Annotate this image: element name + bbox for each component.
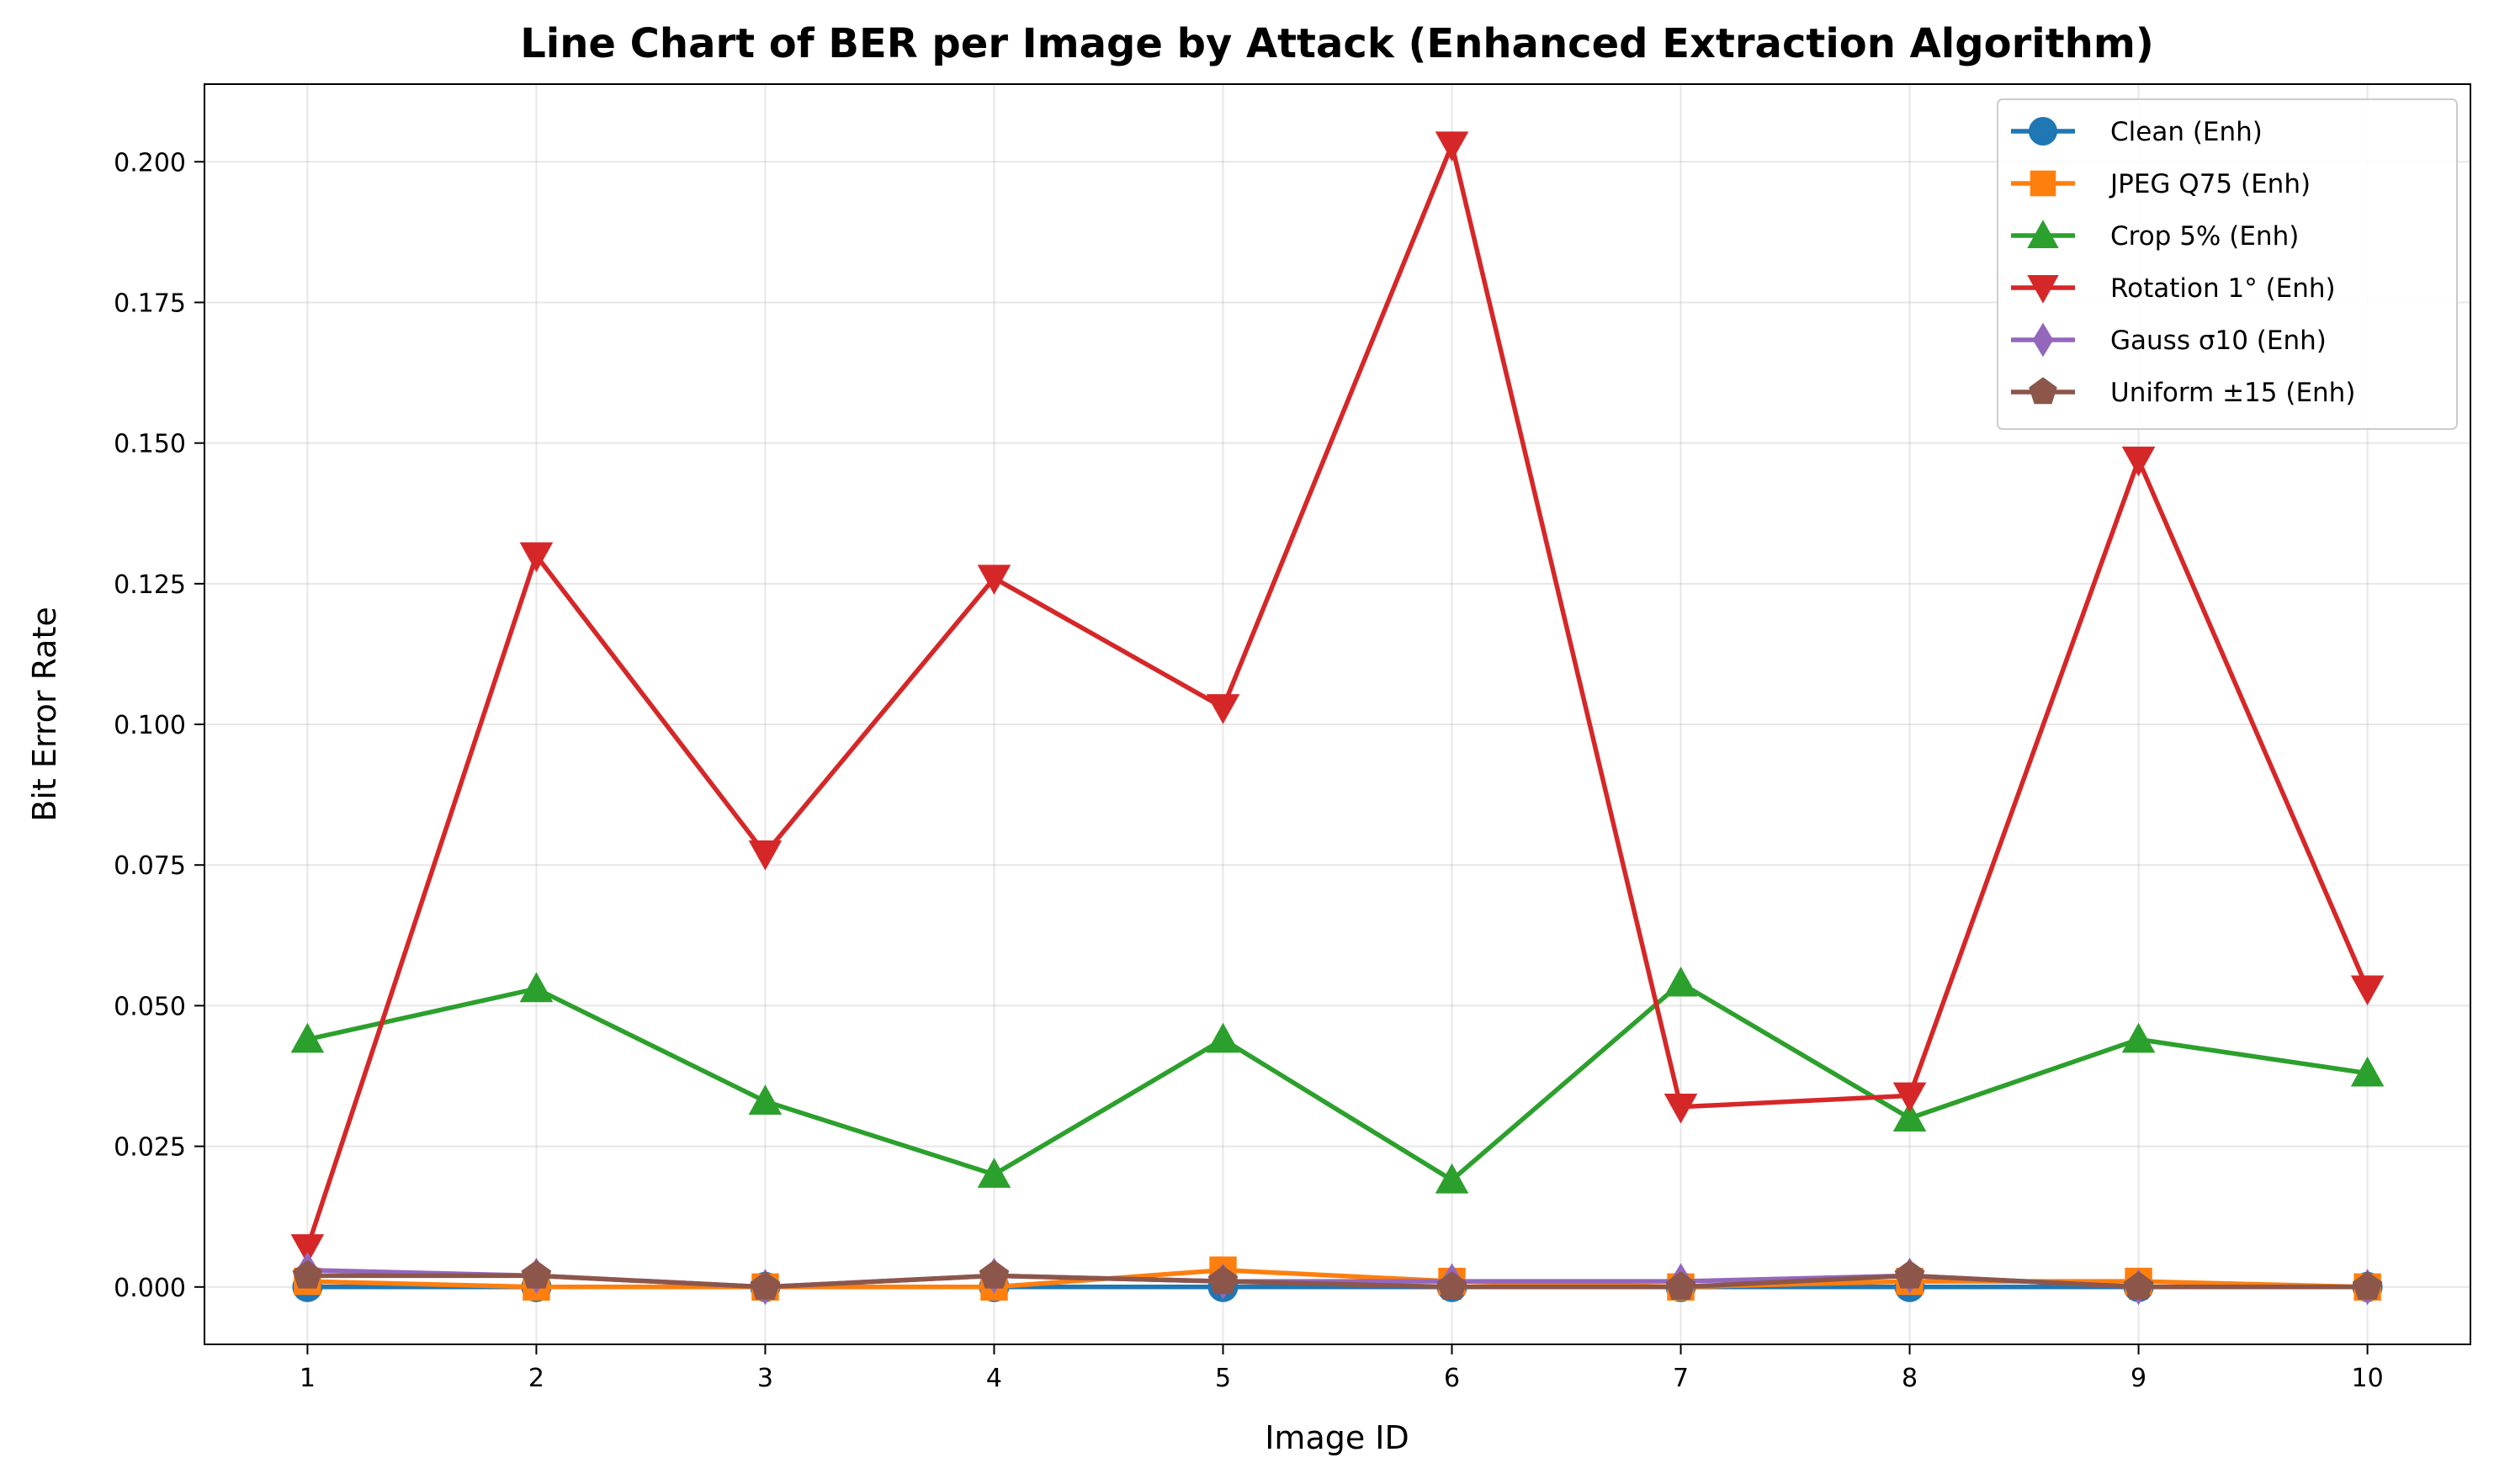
series-3-point: [1664, 966, 1698, 997]
legend-label: JPEG Q75 (Enh): [2109, 169, 2311, 199]
x-tick-label: 1: [300, 1364, 316, 1393]
series-4-point: [1435, 131, 1469, 162]
series-6-point: [521, 1259, 552, 1289]
series-3-point: [748, 1084, 783, 1115]
series-4-line: [305, 142, 2370, 1250]
series-4-point: [519, 542, 554, 573]
x-tick-label: 5: [1215, 1364, 1231, 1393]
y-tick-label: 0.175: [114, 289, 186, 318]
x-tick-label: 3: [757, 1364, 773, 1393]
chart-title: Line Chart of BER per Image by Attack (E…: [520, 20, 2154, 67]
series-3-point: [2350, 1056, 2385, 1087]
x-axis-label: Image ID: [1265, 1419, 1409, 1456]
y-tick-label: 0.025: [114, 1133, 186, 1163]
x-tick-label: 6: [1444, 1364, 1460, 1393]
x-tick-label: 10: [2351, 1364, 2383, 1393]
legend-marker: [2030, 170, 2056, 197]
series-4-point: [1206, 694, 1240, 724]
legend-marker: [2032, 322, 2054, 358]
y-tick-label: 0.050: [114, 992, 186, 1021]
legend-item: Uniform ±15 (Enh): [2011, 377, 2355, 408]
series-3-point: [290, 1022, 325, 1053]
y-tick-label: 0.125: [114, 570, 186, 600]
series-4-point: [2121, 446, 2156, 477]
legend: Clean (Enh) JPEG Q75 (Enh) Crop 5% (Enh) Ro…: [1997, 98, 2458, 430]
legend-item: Rotation 1° (Enh): [2011, 273, 2336, 304]
legend-marker: [2027, 275, 2059, 304]
series-6-point: [292, 1259, 323, 1289]
legend-marker: [2029, 117, 2057, 146]
series-4-point: [1892, 1082, 1927, 1113]
series-3-point: [2121, 1022, 2156, 1053]
series-group: [290, 131, 2385, 1306]
series-4-point: [290, 1234, 325, 1264]
y-tick-label: 0.200: [114, 148, 186, 178]
series-6-point: [1665, 1271, 1696, 1300]
legend-marker: [2027, 220, 2059, 248]
series-4-point: [1664, 1093, 1698, 1124]
y-tick-label: 0.000: [114, 1274, 186, 1303]
y-tick-label: 0.100: [114, 711, 186, 740]
plot-frame: [204, 83, 2471, 1345]
series-4-point: [977, 564, 1011, 595]
series-3-point: [1435, 1163, 1469, 1194]
series-3-point: [519, 972, 554, 1003]
series-3-point: [977, 1158, 1011, 1188]
legend-item: JPEG Q75 (Enh): [2011, 169, 2311, 199]
x-tick-label: 8: [1902, 1364, 1918, 1393]
legend-label: Uniform ±15 (Enh): [2110, 378, 2355, 408]
legend-label: Clean (Enh): [2110, 117, 2263, 147]
x-tick-label: 2: [528, 1364, 544, 1393]
legend-label: Rotation 1° (Enh): [2110, 273, 2336, 304]
y-tick-label: 0.150: [114, 430, 186, 459]
series-3-point: [1206, 1022, 1240, 1053]
x-tick-label: 7: [1673, 1364, 1689, 1393]
series-6-point: [2352, 1271, 2383, 1300]
series-6-point: [979, 1259, 1010, 1289]
series-6-point: [1894, 1259, 1925, 1289]
series-4-point: [748, 840, 783, 871]
x-tick-label: 4: [986, 1364, 1002, 1393]
legend-label: Gauss σ10 (Enh): [2110, 326, 2327, 356]
series-4-point: [2350, 975, 2385, 1006]
legend-item: Clean (Enh): [2011, 117, 2263, 147]
axis-ticks: 1 2 3 4 5 6 7 8 9 10 0.000 0.025 0.050 0.075 0.100 0.12…: [114, 148, 2384, 1393]
series-6: [292, 1259, 2383, 1300]
legend-box: [1997, 98, 2458, 430]
y-axis-label: Bit Error Rate: [26, 607, 63, 821]
x-tick-label: 9: [2131, 1364, 2146, 1393]
y-tick-label: 0.075: [114, 851, 186, 881]
series-6-point: [2123, 1271, 2154, 1300]
series-3-line: [305, 980, 2370, 1183]
series-3-point: [1892, 1101, 1927, 1132]
series-6-point: [1436, 1271, 1467, 1300]
legend-item: Gauss σ10 (Enh): [2011, 322, 2327, 358]
legend-label: Crop 5% (Enh): [2110, 221, 2299, 252]
series-3: [290, 966, 2385, 1194]
series-6-point: [1207, 1265, 1239, 1295]
series-4: [290, 131, 2385, 1264]
legend-item: Crop 5% (Enh): [2011, 220, 2299, 252]
series-6-point: [750, 1271, 781, 1300]
series-6-line: [305, 1273, 2370, 1290]
legend-marker: [2029, 377, 2057, 405]
